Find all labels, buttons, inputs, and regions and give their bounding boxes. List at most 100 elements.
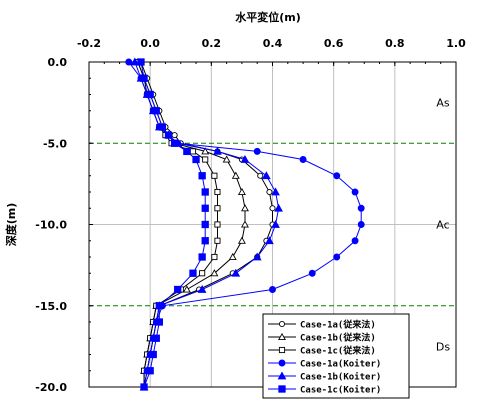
y-tick-label: 0.0: [48, 56, 68, 69]
legend-marker: [278, 385, 286, 393]
data-point: [241, 220, 249, 228]
data-point: [231, 268, 241, 277]
data-point: [183, 147, 191, 156]
data-point: [130, 57, 140, 66]
legend-label: Case-1b(従来法): [300, 332, 376, 344]
data-point: [202, 156, 209, 163]
data-point: [201, 204, 209, 212]
x-tick-label: 0.4: [263, 37, 283, 50]
data-point: [155, 302, 163, 310]
legend-entry: Case-1c(Koiter): [268, 385, 381, 396]
data-point: [274, 203, 283, 212]
data-point: [170, 139, 179, 147]
x-tick-label: 0.6: [324, 37, 344, 50]
data-point: [253, 147, 261, 155]
legend-label: Case-1a(従来法): [300, 319, 376, 331]
data-point: [214, 188, 221, 196]
data-point: [201, 220, 209, 229]
legend-entry: Case-1a(Koiter): [268, 359, 381, 370]
data-point: [333, 253, 341, 261]
data-point: [214, 221, 221, 228]
data-point: [211, 253, 218, 261]
data-point: [231, 171, 240, 179]
data-point: [199, 270, 206, 277]
data-point: [214, 205, 221, 212]
data-point: [140, 383, 148, 391]
legend-label: Case-1a(Koiter): [300, 359, 381, 370]
y-tick-label: -5.0: [43, 137, 67, 150]
data-point: [152, 334, 160, 342]
legend-entry: Case-1c(従来法): [268, 345, 376, 357]
data-point: [269, 205, 276, 212]
data-point: [262, 171, 271, 180]
data-point: [189, 148, 197, 155]
legend-marker: [278, 332, 286, 341]
x-tick-label: 0.0: [140, 37, 160, 50]
x-tick-label: 0.2: [202, 37, 222, 50]
data-point: [155, 318, 163, 326]
y-tick-label: -10.0: [35, 219, 67, 232]
x-tick-label: 0.8: [385, 37, 405, 50]
legend-entry: Case-1a(従来法): [268, 319, 376, 331]
series-group: [125, 57, 365, 391]
data-point: [171, 132, 178, 139]
legend-label: Case-1c(従来法): [300, 345, 376, 357]
data-point: [265, 236, 274, 245]
data-point: [357, 204, 365, 212]
legend-label: Case-1b(Koiter): [300, 372, 381, 383]
data-point: [192, 155, 200, 164]
data-point: [357, 221, 365, 228]
layer-label-ac: Ac: [436, 219, 449, 232]
data-point: [201, 237, 209, 245]
data-point: [237, 187, 246, 196]
data-point: [174, 285, 182, 294]
legend-entry: Case-1b(従来法): [268, 332, 376, 344]
data-point: [271, 187, 280, 196]
data-point: [269, 286, 276, 293]
data-point: [164, 131, 173, 139]
data-point: [266, 188, 273, 196]
data-point: [210, 269, 219, 277]
data-point: [237, 236, 246, 244]
data-point: [257, 172, 264, 179]
data-point: [351, 188, 359, 196]
data-point: [158, 123, 167, 131]
legend-entry: Case-1b(Koiter): [268, 371, 381, 383]
data-point: [214, 237, 221, 244]
data-point: [271, 219, 280, 228]
data-point: [198, 172, 206, 180]
layer-label-ds: Ds: [436, 340, 450, 353]
y-tick-label: -15.0: [35, 300, 67, 313]
legend-box: [262, 313, 410, 399]
x-axis-ticks: -0.2 0.0 0.2 0.4 0.6 0.8 1.0: [77, 37, 466, 66]
chart-title: 水平変位(m): [235, 10, 301, 24]
data-point: [152, 107, 160, 115]
data-point: [228, 252, 237, 261]
data-point: [146, 367, 154, 375]
data-point: [137, 58, 145, 66]
data-point: [240, 154, 250, 163]
y-axis-label: 深度(m): [4, 203, 18, 247]
data-point: [149, 350, 157, 359]
data-point: [308, 269, 316, 277]
x-tick-label: 1.0: [446, 37, 466, 50]
y-tick-label: -20.0: [35, 381, 67, 394]
data-point: [125, 58, 133, 66]
layer-label-as: As: [436, 97, 450, 110]
y-axis-ticks: 0.0 -5.0 -10.0 -15.0 -20.0: [35, 56, 93, 394]
data-point: [211, 172, 218, 179]
data-point: [201, 147, 210, 155]
legend-marker: [277, 371, 287, 380]
data-point: [213, 146, 222, 155]
x-tick-label: -0.2: [77, 37, 101, 50]
data-point: [182, 285, 191, 293]
data-point: [241, 204, 249, 212]
series-6: [137, 58, 209, 391]
data-point: [299, 156, 307, 163]
layer-labels: As Ac Ds: [436, 97, 450, 354]
legend-marker: [278, 320, 286, 328]
data-point: [197, 284, 207, 293]
legend-marker: [278, 359, 286, 367]
data-point: [333, 172, 341, 180]
